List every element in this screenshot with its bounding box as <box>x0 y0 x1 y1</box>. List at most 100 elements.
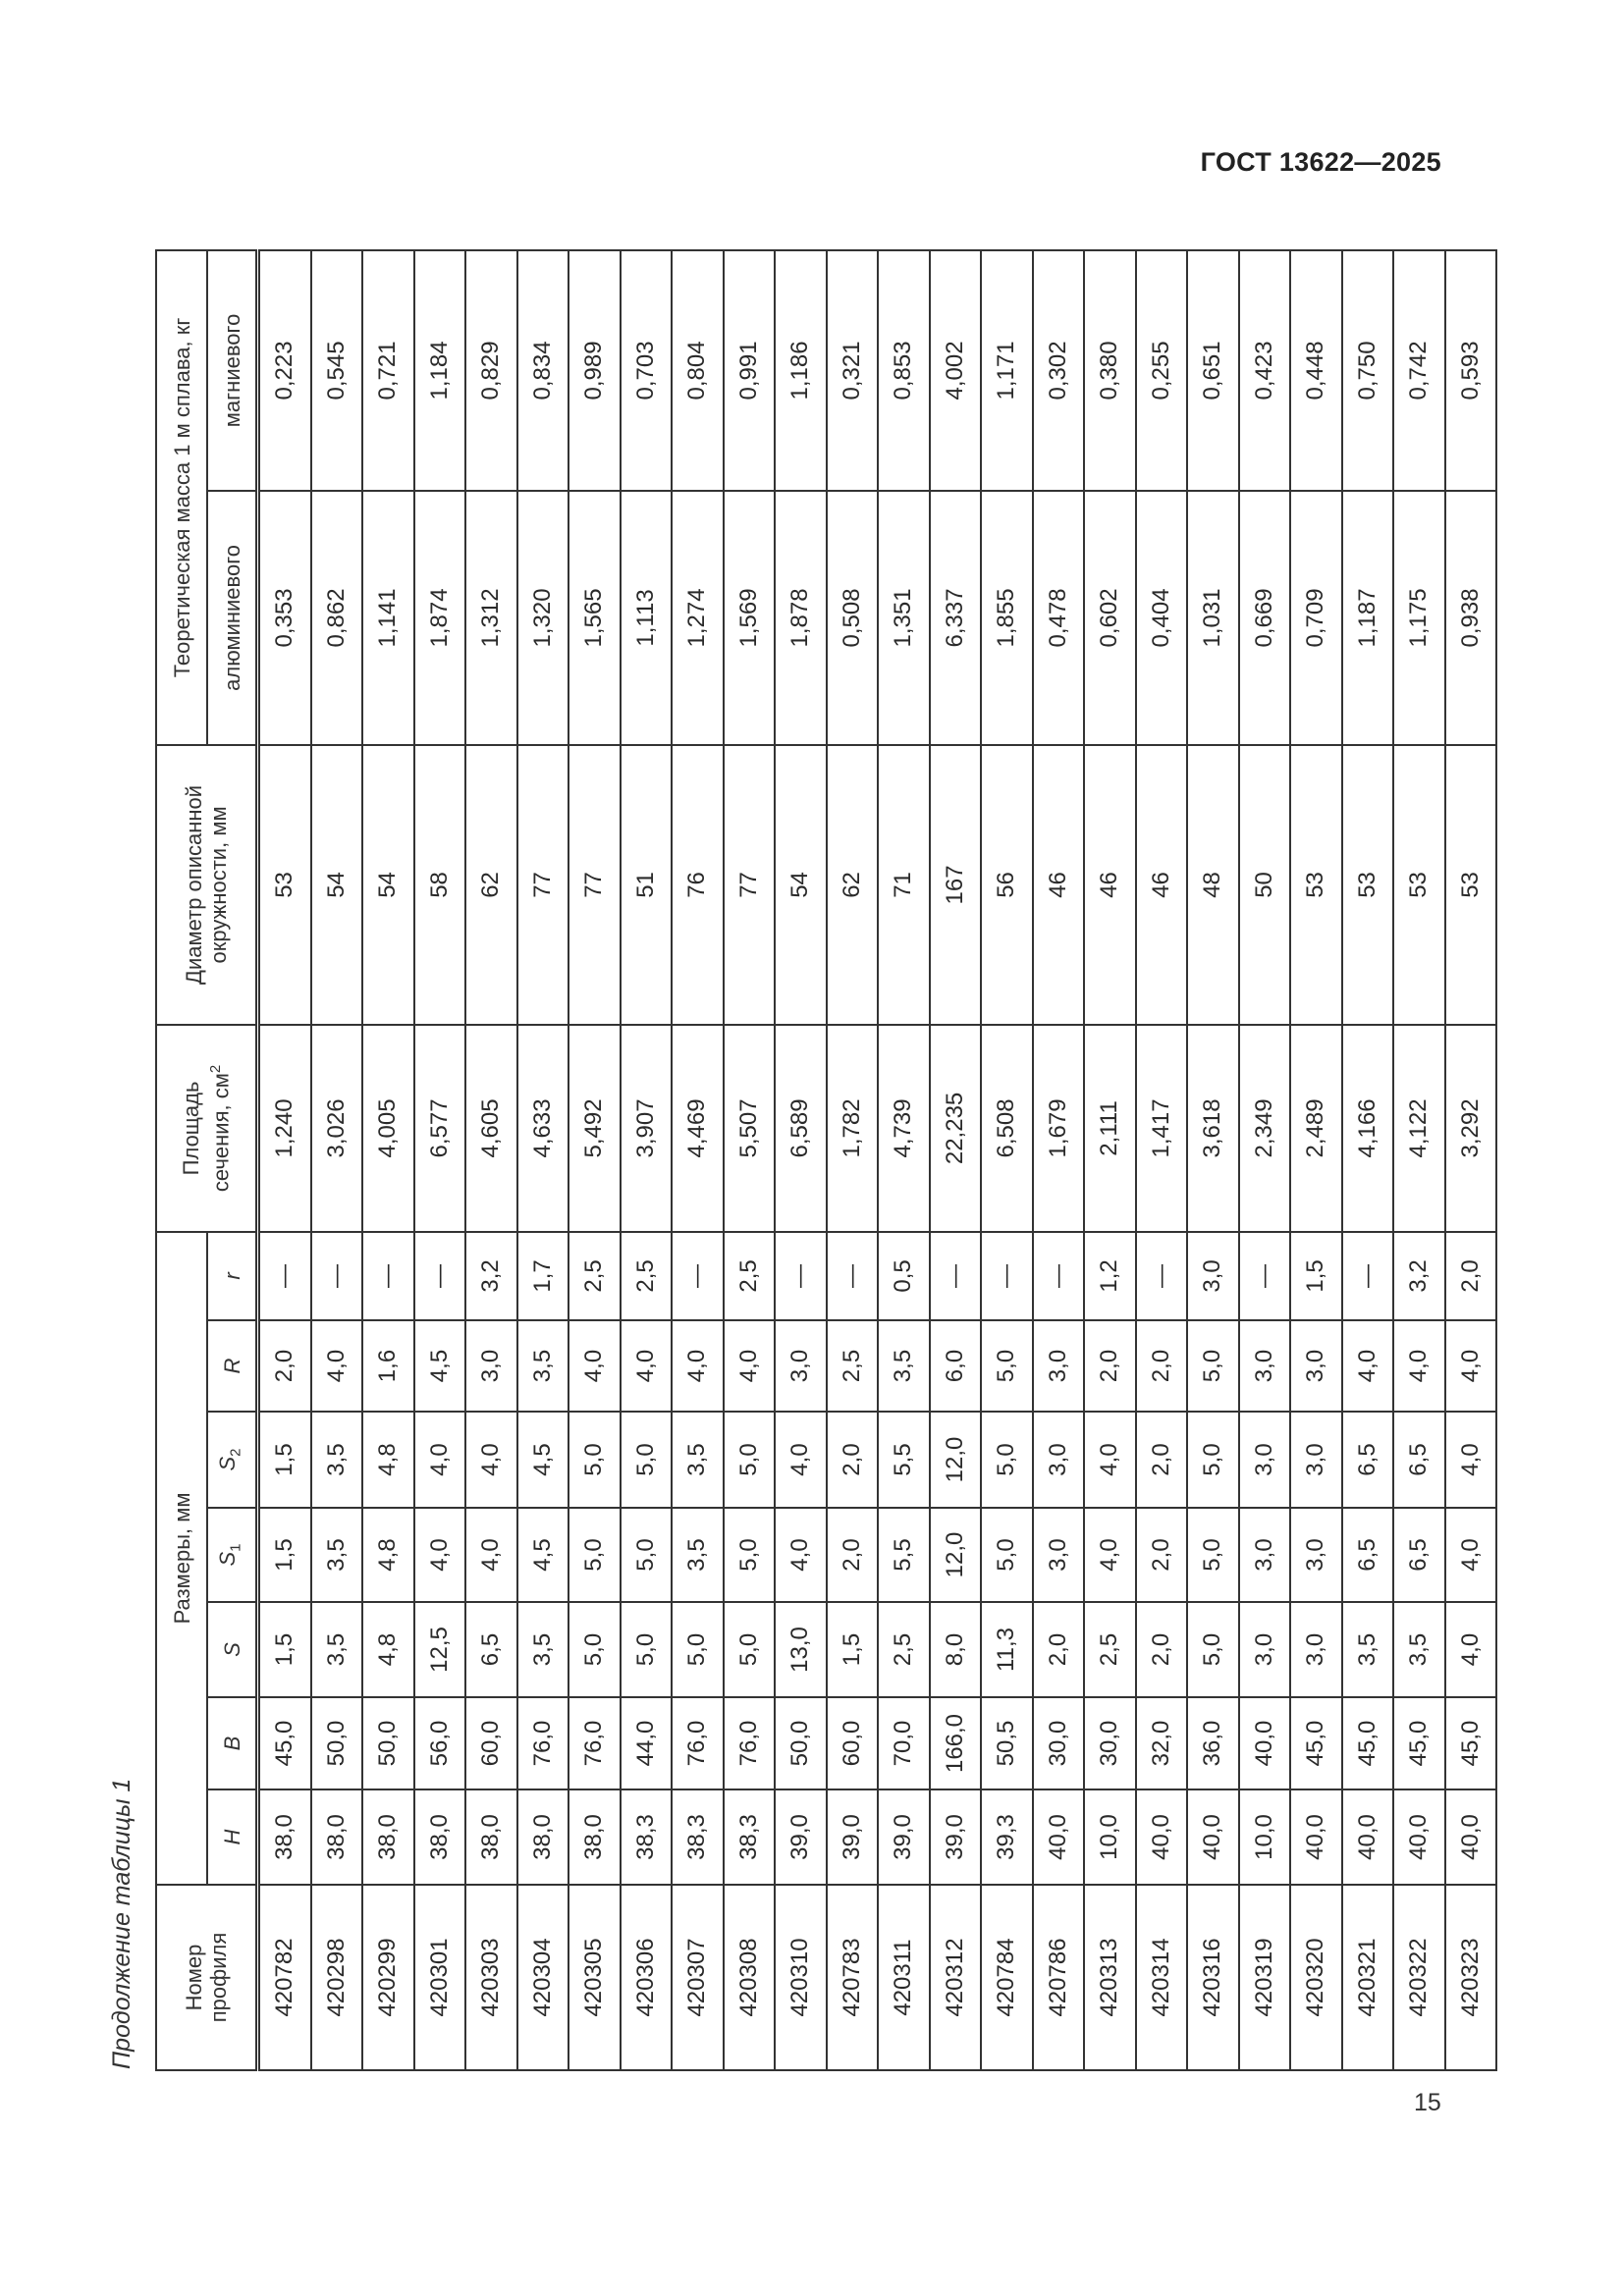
table-row: 420314 40,0 32,0 2,0 2,0 2,0 2,0—1,417 46 0,404 0… <box>1135 249 1187 2070</box>
table-row: 420313 10,0 30,0 2,5 4,0 4,0 2,0 1,2 2,111 46 0,60… <box>1084 249 1136 2070</box>
cell-mass-magnesium: 0,255 <box>1135 249 1187 491</box>
cell-h: 39,0 <box>929 1789 981 1885</box>
cell-big-r: 2,0 <box>257 1320 311 1412</box>
cell-s: 6,5 <box>465 1602 517 1697</box>
cell-big-r: 4,0 <box>620 1320 672 1412</box>
table-row: 420784 39,3 50,5 11,3 5,0 5,0 5,0—6,508 56 1,855… <box>981 249 1033 2070</box>
cell-profile-number: 420786 <box>1032 1885 1084 2070</box>
cell-mass-aluminium: 1,312 <box>465 490 517 745</box>
cell-b: 50,0 <box>310 1697 362 1789</box>
cell-mass-magnesium: 0,651 <box>1187 249 1239 491</box>
header-dimension-0: H <box>207 1789 258 1885</box>
cell-small-r: 2,5 <box>568 1231 621 1320</box>
cell-area: 2,349 <box>1238 1024 1290 1232</box>
cell-h: 38,3 <box>672 1789 724 1885</box>
cell-small-r: — <box>257 1231 311 1320</box>
cell-h: 38,0 <box>257 1789 311 1885</box>
cell-small-r: — <box>362 1231 414 1320</box>
header-dimension-label: S <box>215 1456 241 1471</box>
cell-big-r: 6,0 <box>929 1320 981 1412</box>
cell-mass-magnesium: 0,991 <box>723 249 775 491</box>
cell-big-r: 3,0 <box>1238 1320 1290 1412</box>
header-profile-number: Номер профиля <box>156 1885 258 2070</box>
cell-small-r: — <box>826 1231 878 1320</box>
table-row: 420319 10,0 40,0 3,0 3,0 3,0 3,0—2,349 50 0,669 0… <box>1238 249 1290 2070</box>
cell-mass-magnesium: 4,002 <box>929 249 981 491</box>
cell-mass-magnesium: 0,545 <box>310 249 362 491</box>
cell-mass-magnesium: 0,448 <box>1290 249 1342 491</box>
cell-s2: 6,5 <box>1341 1412 1393 1508</box>
cell-s: 13,0 <box>775 1602 827 1697</box>
cell-s1: 5,5 <box>878 1508 930 1602</box>
table-row: 420304 38,0 76,0 3,5 4,5 4,5 3,5 1,7 4,633 77 1,32… <box>516 249 568 2070</box>
cell-mass-magnesium: 1,184 <box>413 249 465 491</box>
table-caption: Продолжение таблицы 1 <box>108 1778 135 2069</box>
cell-s2: 3,5 <box>310 1412 362 1508</box>
header-diameter: Диаметр описанной окружности, мм <box>156 744 258 1025</box>
cell-mass-magnesium: 0,750 <box>1341 249 1393 491</box>
cell-area: 3,907 <box>620 1024 672 1232</box>
cell-mass-aluminium: 0,862 <box>310 490 362 745</box>
cell-small-r: — <box>413 1231 465 1320</box>
cell-h: 39,3 <box>981 1789 1033 1885</box>
cell-diameter: 58 <box>413 744 465 1025</box>
cell-profile-number: 420311 <box>878 1885 930 2070</box>
cell-s2: 4,0 <box>413 1412 465 1508</box>
cell-diameter: 71 <box>878 744 930 1025</box>
cell-s2: 3,5 <box>672 1412 724 1508</box>
cell-profile-number: 420301 <box>413 1885 465 2070</box>
cell-s1: 2,0 <box>826 1508 878 1602</box>
cell-diameter: 53 <box>257 744 311 1025</box>
cell-b: 30,0 <box>1032 1697 1084 1789</box>
cell-s: 2,0 <box>1135 1602 1187 1697</box>
cell-h: 38,3 <box>620 1789 672 1885</box>
cell-h: 40,0 <box>1290 1789 1342 1885</box>
cell-profile-number: 420323 <box>1444 1885 1496 2070</box>
cell-big-r: 3,5 <box>516 1320 568 1412</box>
cell-h: 39,0 <box>775 1789 827 1885</box>
cell-area: 1,679 <box>1032 1024 1084 1232</box>
cell-s1: 3,5 <box>672 1508 724 1602</box>
cell-s: 5,0 <box>672 1602 724 1697</box>
cell-diameter: 46 <box>1032 744 1084 1025</box>
header-mass-group: Теоретическая масса 1 м сплава, кг <box>156 249 207 745</box>
cell-small-r: 2,0 <box>1444 1231 1496 1320</box>
cell-s: 3,5 <box>516 1602 568 1697</box>
cell-h: 38,0 <box>516 1789 568 1885</box>
cell-profile-number: 420305 <box>568 1885 621 2070</box>
table-row: 420307 38,3 76,0 5,0 3,5 3,5 4,0—4,469 76 1,274 0… <box>672 249 724 2070</box>
cell-area: 2,111 <box>1084 1024 1136 1232</box>
cell-small-r: — <box>672 1231 724 1320</box>
cell-mass-magnesium: 0,829 <box>465 249 517 491</box>
cell-small-r: 0,5 <box>878 1231 930 1320</box>
cell-s1: 1,5 <box>257 1508 311 1602</box>
cell-profile-number: 420308 <box>723 1885 775 2070</box>
table-body: 420782 38,0 45,0 1,5 1,5 1,5 2,0—1,240 53 0,353 0… <box>257 249 1496 2070</box>
header-dimension-label: R <box>219 1358 244 1374</box>
cell-profile-number: 420307 <box>672 1885 724 2070</box>
table-row: 420321 40,0 45,0 3,5 6,5 6,5 4,0—4,166 53 1,187 0… <box>1341 249 1393 2070</box>
cell-profile-number: 420316 <box>1187 1885 1239 2070</box>
header-mass-aluminium: алюминиевого <box>207 490 258 745</box>
cell-mass-aluminium: 1,113 <box>620 490 672 745</box>
rotated-table-block: Продолжение таблицы 1 Номер профиля Разм… <box>108 249 1496 2071</box>
cell-s2: 3,0 <box>1238 1412 1290 1508</box>
cell-s1: 3,0 <box>1032 1508 1084 1602</box>
cell-profile-number: 420782 <box>257 1885 311 2070</box>
cell-big-r: 2,5 <box>826 1320 878 1412</box>
cell-s2: 4,8 <box>362 1412 414 1508</box>
cell-s: 5,0 <box>568 1602 621 1697</box>
cell-small-r: 1,7 <box>516 1231 568 1320</box>
table-row: 420786 40,0 30,0 2,0 3,0 3,0 3,0—1,679 46 0,478 0… <box>1032 249 1084 2070</box>
cell-s: 3,0 <box>1238 1602 1290 1697</box>
cell-big-r: 3,0 <box>775 1320 827 1412</box>
cell-small-r: 3,2 <box>465 1231 517 1320</box>
header-dimension-label: H <box>219 1829 244 1845</box>
cell-big-r: 4,0 <box>1393 1320 1445 1412</box>
cell-diameter: 167 <box>929 744 981 1025</box>
table-row: 420312 39,0 166,0 8,0 12,0 12,0 6,0—22,235 167 6… <box>929 249 981 2070</box>
table-row: 420782 38,0 45,0 1,5 1,5 1,5 2,0—1,240 53 0,353 0… <box>257 249 311 2070</box>
cell-s1: 4,0 <box>465 1508 517 1602</box>
cell-area: 4,605 <box>465 1024 517 1232</box>
cell-mass-aluminium: 1,320 <box>516 490 568 745</box>
